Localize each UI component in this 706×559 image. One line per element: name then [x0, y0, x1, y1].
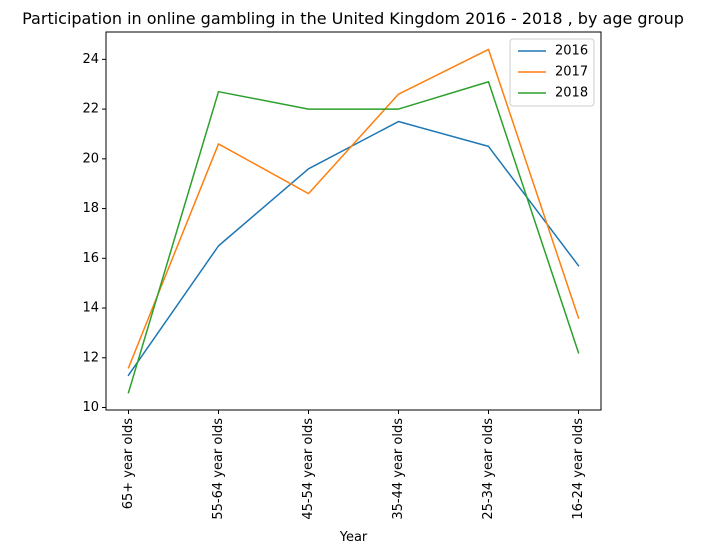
series-line-2016: [127, 120, 580, 377]
y-tick-label: 10: [82, 400, 99, 415]
y-tick-label: 18: [82, 201, 99, 216]
x-axis: 65+ year olds 55-64 year olds 45-54 year o…: [121, 410, 586, 520]
legend-label-2017: 2017: [555, 65, 588, 80]
legend-label-2016: 2016: [555, 44, 588, 59]
legend-box: [509, 38, 595, 107]
legend-label-2018: 2018: [555, 86, 588, 101]
x-tick-label: 35-44 year olds: [391, 418, 406, 520]
series-line-2017: [127, 48, 580, 369]
plot-frame: [105, 31, 602, 411]
legend: 2016 2017 2018: [509, 38, 595, 107]
y-tick-label: 24: [82, 52, 99, 67]
x-tick-label: 16-24 year olds: [571, 418, 586, 520]
series-line-2018: [127, 80, 580, 394]
y-tick-label: 20: [82, 151, 99, 166]
x-tick-label: 65+ year olds: [121, 418, 136, 510]
y-axis: 10 12 14 16 18 20 22 24: [82, 52, 106, 415]
x-tick-label: 55-64 year olds: [211, 418, 226, 520]
y-tick-label: 14: [82, 301, 99, 316]
y-tick-label: 12: [82, 350, 99, 365]
x-tick-label: 25-34 year olds: [481, 418, 496, 520]
chart-title: Participation in online gambling in the …: [22, 9, 684, 28]
x-axis-label: Year: [339, 530, 368, 545]
y-tick-label: 22: [82, 102, 99, 117]
x-tick-label: 45-54 year olds: [301, 418, 316, 520]
plot-area: [127, 48, 580, 394]
y-tick-label: 16: [82, 251, 99, 266]
